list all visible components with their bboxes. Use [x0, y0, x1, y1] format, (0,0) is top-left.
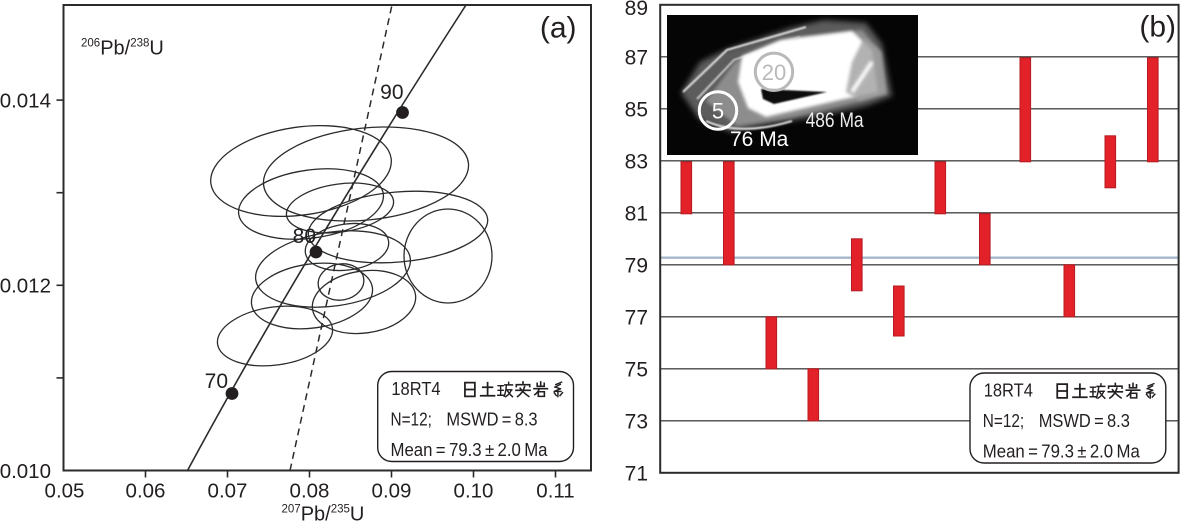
svg-text:71: 71 — [625, 462, 648, 485]
svg-text:79: 79 — [625, 254, 648, 277]
svg-text:486 Ma: 486 Ma — [806, 109, 864, 132]
svg-text:0.10: 0.10 — [454, 480, 494, 503]
svg-text:70: 70 — [205, 370, 228, 393]
svg-text:0.010: 0.010 — [0, 460, 51, 483]
svg-text:0.09: 0.09 — [372, 480, 412, 503]
svg-text:73: 73 — [625, 410, 648, 433]
svg-text:80: 80 — [293, 225, 316, 248]
svg-text:77: 77 — [625, 306, 648, 329]
svg-text:0.06: 0.06 — [126, 480, 166, 503]
svg-text:0.05: 0.05 — [45, 480, 85, 503]
svg-text:20: 20 — [762, 60, 786, 85]
svg-text:75: 75 — [625, 358, 648, 381]
svg-text:207Pb/235U: 207Pb/235U — [282, 504, 365, 522]
svg-text:85: 85 — [625, 98, 648, 121]
svg-text:0.08: 0.08 — [290, 480, 330, 503]
svg-text:0.07: 0.07 — [208, 480, 248, 503]
svg-text:0.11: 0.11 — [536, 480, 574, 503]
svg-text:206Pb/238U: 206Pb/238U — [81, 38, 164, 60]
svg-text:81: 81 — [625, 202, 648, 225]
svg-text:(b): (b) — [1139, 11, 1176, 44]
svg-text:90: 90 — [380, 81, 403, 104]
svg-text:5: 5 — [712, 99, 724, 124]
svg-text:(a): (a) — [540, 12, 577, 45]
svg-text:0.012: 0.012 — [0, 275, 51, 298]
svg-text:87: 87 — [625, 46, 648, 69]
svg-text:89: 89 — [625, 0, 648, 20]
svg-text:76 Ma: 76 Ma — [730, 128, 789, 151]
svg-text:0.014: 0.014 — [0, 89, 51, 112]
svg-text:83: 83 — [625, 150, 648, 173]
